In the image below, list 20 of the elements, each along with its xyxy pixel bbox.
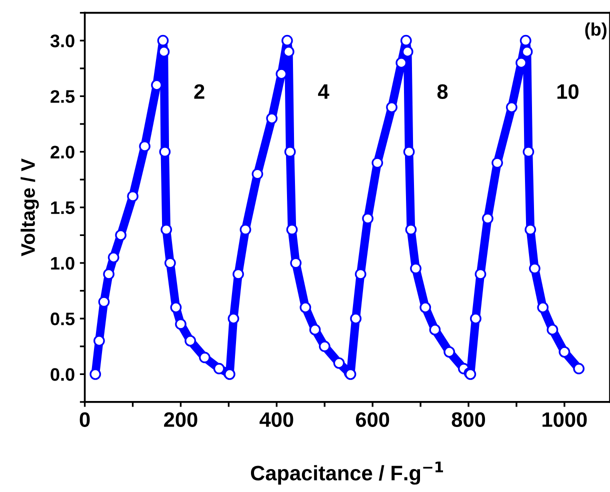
annotation: 8: [437, 84, 448, 99]
text: 0.0: [50, 368, 74, 381]
annotation: (b): [585, 22, 606, 40]
y-tick-label: 2.5: [50, 90, 75, 103]
annotation: 4: [318, 84, 330, 99]
annotation: 10: [557, 84, 578, 99]
x-tick-label: 800: [452, 412, 486, 427]
text: 1.0: [51, 256, 74, 270]
text: 2.0: [50, 146, 74, 158]
x-tick-label: 200: [164, 412, 198, 427]
y-tick-label: 1.5: [51, 202, 75, 214]
x-tick-label: 0: [80, 412, 90, 427]
x-tick-label: 600: [356, 412, 390, 427]
x-tick-label: 400: [260, 412, 294, 427]
y-tick-label: 0.5: [50, 312, 75, 326]
annotation: 2: [194, 84, 204, 99]
x-tick-label: 1000: [542, 412, 587, 427]
x-axis-title: Capacitance / F.g$^{−1}$: [250, 462, 444, 485]
y-axis-title: Voltage / V: [20, 158, 39, 256]
text: 3.0: [50, 34, 74, 48]
